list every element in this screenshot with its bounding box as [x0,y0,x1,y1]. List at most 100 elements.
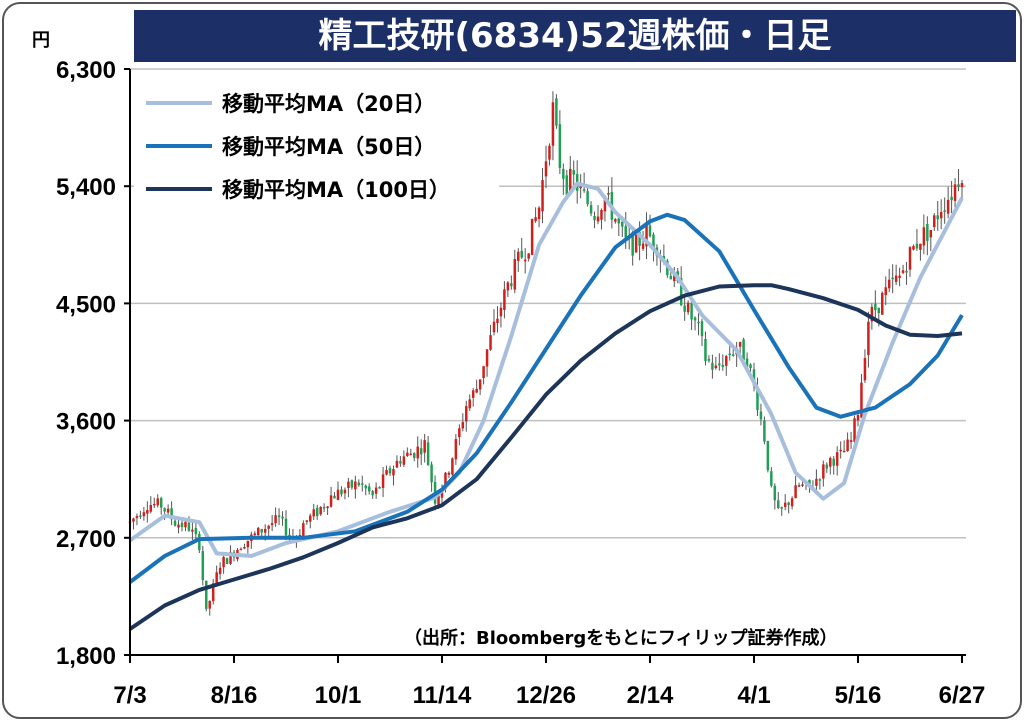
candle [419,439,423,466]
ma-line-2 [128,283,963,631]
candle [884,276,887,306]
candle-body [135,516,139,519]
candle-body [884,287,887,296]
candle-body [648,225,652,237]
candle-body [475,388,478,393]
candle [825,462,829,473]
candle-body [548,145,551,160]
candle-body [853,418,856,442]
candle [842,440,846,453]
candle [787,501,790,514]
candle [211,579,215,605]
candle-body [392,469,395,476]
candle [166,504,170,515]
candle-body [839,449,842,452]
candle-body [447,472,451,475]
candle-body [381,474,385,488]
axes [124,68,966,663]
candle-body [440,489,444,498]
candle-body [725,356,728,366]
candle-body [409,453,413,456]
candle-body [471,390,475,398]
candle-body [867,321,870,356]
candle-body [367,486,371,492]
y-tick-label: 5,400 [56,174,116,201]
candle-body [413,453,416,459]
candle-body [825,464,829,469]
candle-body [929,230,933,238]
candle [302,520,305,537]
candle [752,362,756,392]
candle-body [184,521,187,528]
ma-line-1 [128,212,964,584]
candle [194,521,198,540]
candle-body [634,233,638,253]
candle [454,434,458,465]
candle [409,448,413,456]
x-tick-label: 11/14 [413,682,472,709]
candle-body [763,420,766,442]
candle-body [461,422,465,429]
candle-body [173,520,177,526]
y-tick-label: 4,500 [56,291,116,318]
candle [447,471,451,479]
candle [319,506,322,516]
candle [413,452,416,462]
candle-body [465,406,468,422]
candle [742,337,745,361]
candle [329,486,333,508]
candle-body [780,507,783,509]
candle [950,181,953,214]
candle [191,522,194,540]
candle-body [790,498,794,507]
candle [340,486,343,497]
candle-body [957,184,960,188]
candle-body [693,317,697,321]
candle-body [770,471,773,486]
candle-body [395,460,399,468]
candle-body [399,461,402,464]
y-axis-unit: 円 [32,30,50,51]
candle-body [319,506,322,515]
candle-body [205,580,208,609]
candle-body [603,196,607,212]
candle [170,501,173,526]
candle [506,281,510,297]
candle [180,518,184,532]
candle-body [950,196,953,201]
candle-body [624,226,627,238]
candle-body [794,485,797,499]
candle-body [908,247,912,270]
candle [305,520,309,525]
candle-body [673,272,676,282]
candle [510,275,513,290]
candle [517,248,520,272]
candle [471,387,475,407]
candle-body [163,508,166,512]
candle [794,475,797,499]
candle-body [527,253,530,259]
candle-body [905,270,908,273]
candle-body [562,168,565,179]
candle-body [714,365,718,369]
candle [132,517,135,530]
candle-body [191,529,194,532]
candle-body [617,218,621,224]
candle-body [260,529,263,533]
candle [749,363,752,373]
candle [946,186,950,219]
candle-body [541,180,544,212]
candle-body [933,215,936,228]
candle [756,377,759,416]
candle [322,503,326,513]
candle [898,267,901,287]
candle [381,466,385,498]
candle [714,356,718,370]
candle [239,547,243,551]
candle [718,353,721,371]
candle-body [589,205,593,214]
candle-body [846,439,849,452]
candle [402,450,406,468]
candle-body [898,275,901,279]
candle [277,508,281,526]
